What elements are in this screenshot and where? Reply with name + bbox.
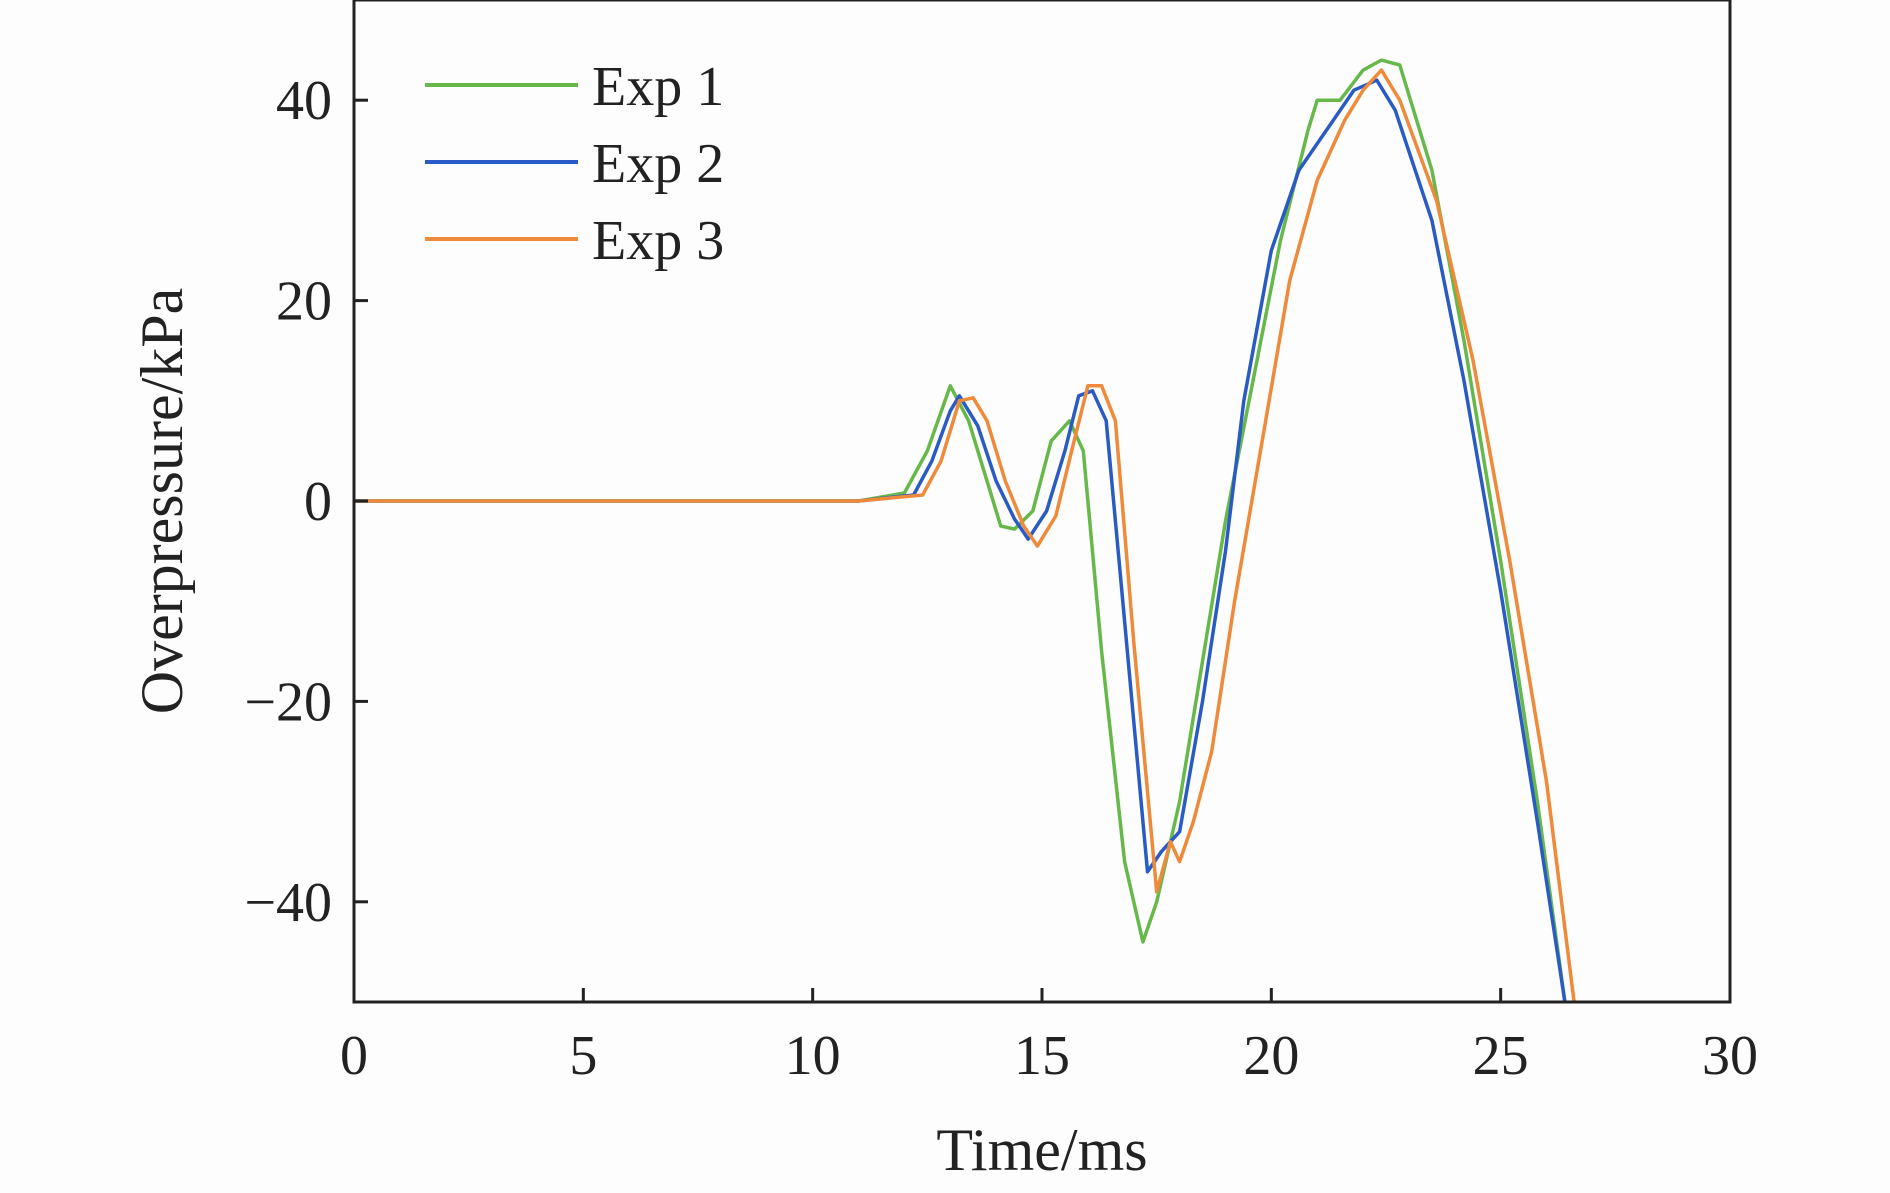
x-tick-label: 15 <box>1014 1025 1070 1087</box>
y-tick-label: −40 <box>244 872 332 934</box>
tick-layer: 0 5 10 15 20 25 30 −40 −20 0 20 40 <box>244 70 1758 1087</box>
x-tick-label: 0 <box>340 1025 368 1087</box>
series-layer <box>354 58 1576 1002</box>
series-line-exp-2 <box>354 78 1567 1002</box>
y-tick-label: 40 <box>276 70 332 132</box>
x-axis-label: Time/ms <box>936 1117 1147 1183</box>
x-tick-label: 5 <box>569 1025 597 1087</box>
x-tick-label: 20 <box>1243 1025 1299 1087</box>
y-tick-label: 20 <box>276 271 332 333</box>
legend-label-exp-3: Exp 3 <box>592 210 724 272</box>
legend-label-exp-2: Exp 2 <box>592 133 724 195</box>
x-tick-label: 10 <box>785 1025 841 1087</box>
series-line-exp-1 <box>354 58 1567 1002</box>
y-tick-label: 0 <box>304 471 332 533</box>
x-tick-label: 30 <box>1702 1025 1758 1087</box>
legend-label-exp-1: Exp 1 <box>592 56 724 118</box>
series-line-exp-3 <box>354 68 1576 1002</box>
y-tick-label: −20 <box>244 671 332 733</box>
legend: Exp 1 Exp 2 Exp 3 <box>425 56 724 272</box>
y-axis-label: Overpressure/kPa <box>129 288 195 715</box>
x-tick-label: 25 <box>1473 1025 1529 1087</box>
